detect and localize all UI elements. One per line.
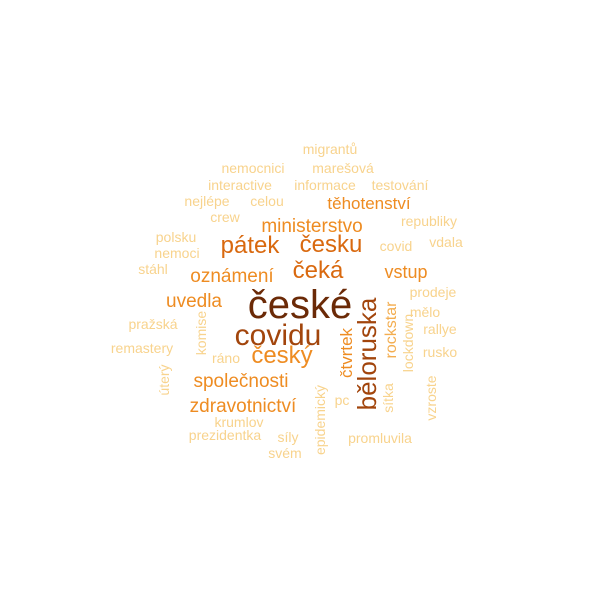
word-testovani: testování	[372, 177, 429, 193]
word-oznameni: oznámení	[190, 266, 274, 287]
word-tehotenstvi: těhotenství	[327, 194, 410, 213]
word-maresova: marešová	[312, 160, 374, 176]
word-ministerstvo: ministerstvo	[261, 216, 362, 237]
word-stahl: stáhl	[138, 261, 168, 277]
word-rusko: rusko	[423, 344, 457, 360]
word-polsku: polsku	[156, 229, 196, 245]
word-svem: svém	[268, 445, 301, 461]
word-melo: mělo	[410, 304, 441, 320]
word-cesky: český	[251, 342, 312, 369]
word-sily: síly	[278, 429, 299, 445]
word-informace: informace	[294, 177, 356, 193]
word-covidu: covidu	[235, 319, 322, 352]
word-komise: komise	[193, 311, 209, 356]
word-vdala: vdala	[429, 234, 463, 250]
word-patek: pátek	[221, 232, 281, 259]
word-pc: pc	[335, 392, 350, 408]
word-covid: covid	[380, 238, 413, 254]
word-beloruska: běloruska	[352, 297, 382, 410]
word-interactive: interactive	[208, 177, 272, 193]
word-ceka: čeká	[293, 257, 344, 284]
word-migrantu: migrantů	[303, 141, 357, 157]
word-utery: úterý	[156, 364, 172, 395]
word-rano: ráno	[212, 350, 240, 366]
word-celou: celou	[250, 193, 283, 209]
word-republiky: republiky	[401, 213, 457, 229]
word-nejlepe: nejlépe	[184, 193, 229, 209]
word-vstup: vstup	[384, 262, 427, 282]
word-crew: crew	[210, 209, 240, 225]
word-lockdown: lockdown	[400, 314, 416, 372]
word-ctvrtek: čtvrtek	[337, 327, 356, 378]
word-nemoci: nemoci	[154, 245, 199, 261]
word-sitka: sítka	[380, 383, 396, 413]
word-krumlov: krumlov	[214, 414, 263, 430]
word-ceske: české	[248, 283, 353, 327]
word-rockstar: rockstar	[383, 301, 400, 359]
word-prazska: pražská	[128, 316, 177, 332]
word-nemocnici: nemocnici	[221, 160, 284, 176]
word-prezidentka: prezidentka	[189, 427, 262, 443]
word-rallye: rallye	[423, 321, 457, 337]
word-remastery: remastery	[111, 340, 173, 356]
word-cesku: česku	[300, 231, 363, 258]
word-uvedla: uvedla	[166, 291, 222, 312]
word-prodeje: prodeje	[410, 284, 457, 300]
word-vzroste: vzroste	[423, 375, 439, 420]
word-spolecnosti: společnosti	[193, 371, 288, 392]
word-zdravotnictvi: zdravotnictví	[190, 396, 297, 417]
word-promluvila: promluvila	[348, 430, 412, 446]
word-epidemicky: epidemický	[312, 385, 328, 455]
